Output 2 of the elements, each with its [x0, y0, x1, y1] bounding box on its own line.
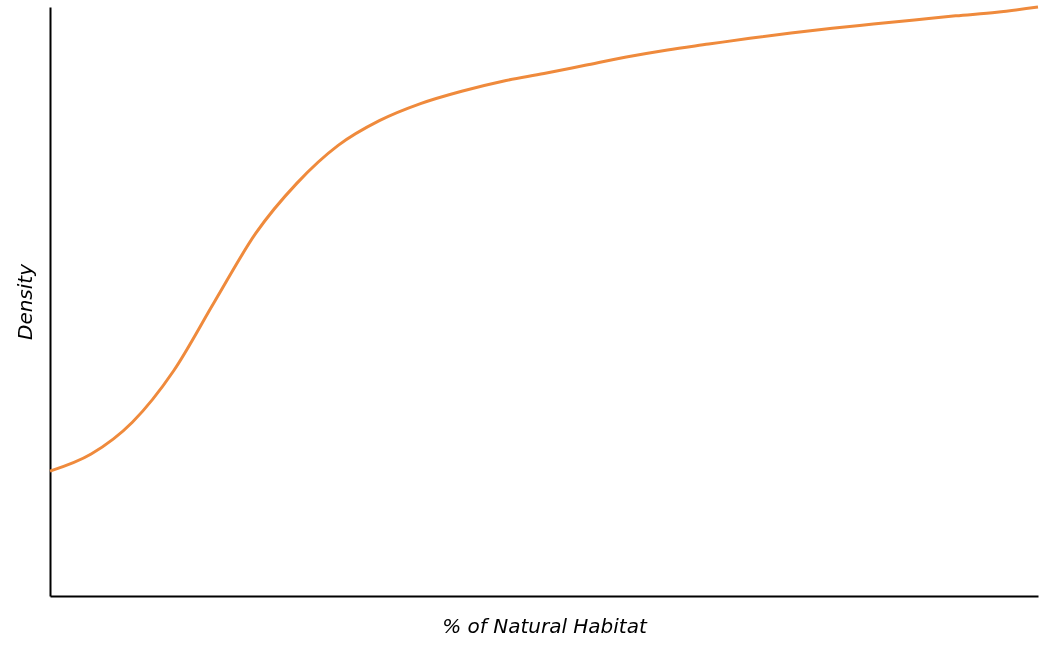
x-axis-title: % of Natural Habitat: [442, 613, 648, 638]
y-axis-title: Density: [12, 262, 37, 341]
